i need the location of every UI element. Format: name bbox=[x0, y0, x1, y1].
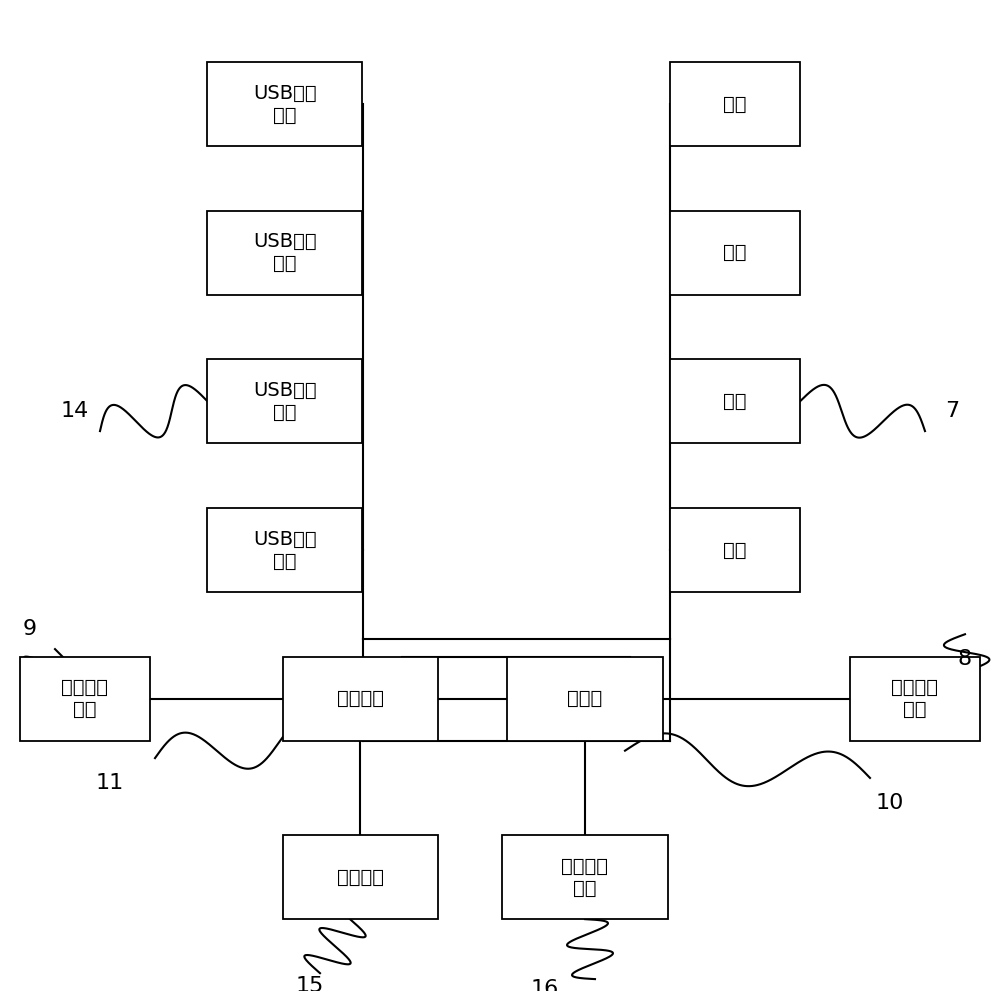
Text: 插座: 插座 bbox=[723, 391, 747, 411]
Bar bbox=[20, 657, 150, 741]
Text: 11: 11 bbox=[96, 773, 124, 793]
Text: 8: 8 bbox=[958, 649, 972, 669]
Bar bbox=[207, 507, 362, 592]
Bar bbox=[670, 61, 800, 146]
Text: 10: 10 bbox=[876, 793, 904, 813]
Text: 16: 16 bbox=[531, 979, 559, 991]
Text: 7: 7 bbox=[945, 401, 959, 421]
Bar bbox=[207, 211, 362, 295]
Text: 电路板: 电路板 bbox=[567, 689, 603, 709]
Text: 电源开关: 电源开关 bbox=[336, 867, 384, 887]
Text: 15: 15 bbox=[296, 976, 324, 991]
Bar bbox=[207, 61, 362, 146]
Text: 电源模块: 电源模块 bbox=[336, 689, 384, 709]
Bar bbox=[670, 359, 800, 444]
Text: USB充电
接口: USB充电 接口 bbox=[253, 381, 317, 422]
Text: 电位音量
旋钮: 电位音量 旋钮 bbox=[562, 856, 608, 898]
Text: 音频输出
接口: 音频输出 接口 bbox=[892, 678, 938, 719]
Bar bbox=[207, 359, 362, 444]
Text: 14: 14 bbox=[61, 401, 89, 421]
Text: USB充电
接口: USB充电 接口 bbox=[253, 232, 317, 274]
Bar bbox=[507, 657, 662, 741]
Text: 插座: 插座 bbox=[723, 243, 747, 263]
Bar bbox=[283, 657, 438, 741]
Bar bbox=[670, 211, 800, 295]
Text: 插座: 插座 bbox=[723, 94, 747, 114]
Bar bbox=[502, 834, 668, 920]
Bar bbox=[850, 657, 980, 741]
Bar bbox=[283, 834, 438, 920]
Text: USB充电
接口: USB充电 接口 bbox=[253, 83, 317, 125]
Bar bbox=[670, 507, 800, 592]
Text: 插座: 插座 bbox=[723, 540, 747, 560]
Text: 9: 9 bbox=[23, 619, 37, 639]
Text: 电源输入
接口: 电源输入 接口 bbox=[62, 678, 108, 719]
Text: USB充电
接口: USB充电 接口 bbox=[253, 529, 317, 571]
